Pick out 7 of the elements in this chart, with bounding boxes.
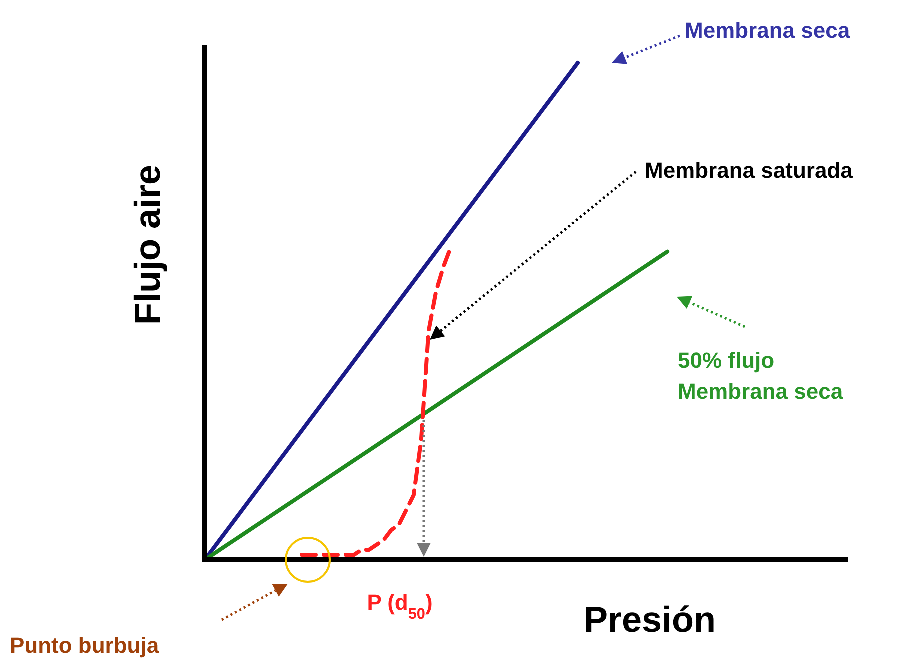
text: Membrana saturada bbox=[645, 158, 854, 183]
text: Punto burbuja bbox=[10, 633, 160, 658]
text: P (d$_{50}$) bbox=[367, 590, 433, 622]
x-axis-title: Presión bbox=[584, 599, 716, 640]
text: Membrana seca bbox=[685, 18, 851, 43]
legend-label: 50% flujo Membrana seca bbox=[678, 348, 844, 404]
y-axis-title: Flujo aire bbox=[127, 164, 168, 326]
